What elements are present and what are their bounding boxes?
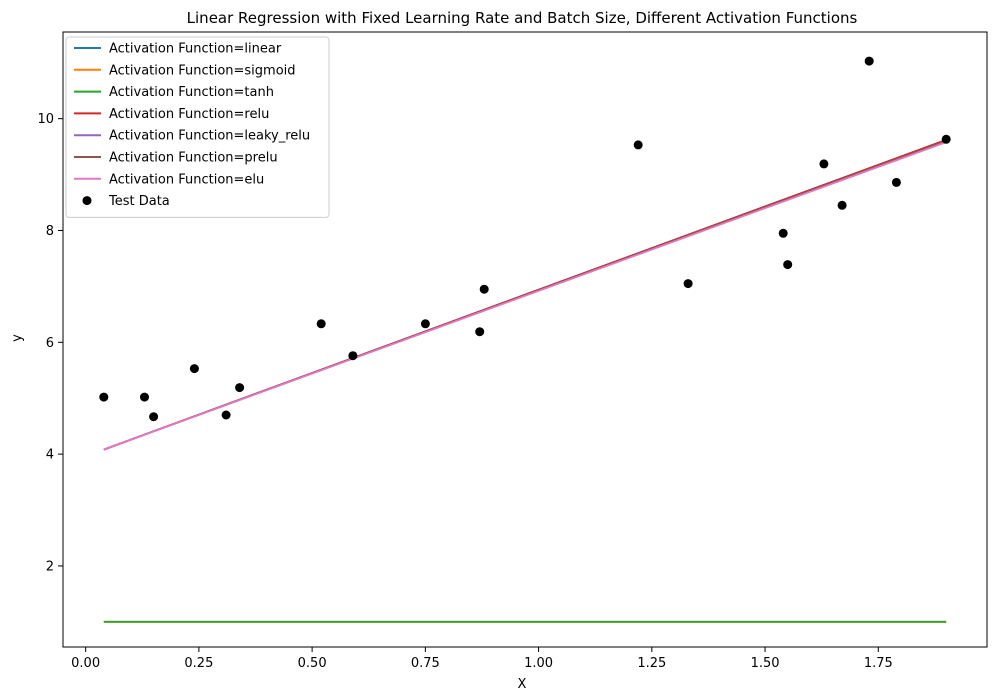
test-data-point [235,383,245,393]
axes-frame [62,31,988,648]
test-data-point [683,279,693,289]
y-tick-label: 8 [46,224,54,239]
test-data-point [479,284,489,294]
legend-label: Test Data [108,194,170,209]
test-data-point [189,364,199,374]
test-data-point [837,200,847,210]
x-tick-label: 1.75 [864,656,893,671]
axes-border [62,31,988,648]
test-data-point [221,410,231,420]
x-tick-label: 1.00 [524,656,553,671]
legend-label: Activation Function=elu [109,172,264,187]
y-tick-label: 6 [46,336,54,351]
legend-box [65,36,330,218]
test-data-point [99,392,109,402]
test-data-point [941,134,951,144]
x-tick-label: 1.25 [637,656,666,671]
test-data-point [783,260,793,270]
y-tick-label: 2 [46,559,54,574]
test-data-point [633,140,643,150]
legend-label: Activation Function=leaky_relu [109,129,310,144]
test-data-point [778,228,788,238]
test-data-point [475,327,485,337]
legend-label: Activation Function=relu [109,107,269,122]
x-tick-label: 0.75 [411,656,440,671]
y-axis-label: y [10,334,25,342]
test-data-point [420,319,430,329]
test-data-point [819,159,829,169]
chart-title: Linear Regression with Fixed Learning Ra… [187,9,858,27]
test-data-point [149,412,159,422]
x-tick-label: 0.00 [71,656,100,671]
legend-label: Activation Function=tanh [109,85,274,100]
plot-area [99,56,951,623]
legend-label: Activation Function=linear [109,42,282,57]
test-data-point [316,319,326,329]
test-data-point [891,177,901,187]
legend: Activation Function=linear Activation Fun… [65,36,330,218]
x-tick-label: 0.25 [184,656,213,671]
x-axis-label: X [518,677,527,692]
x-tick-label: 1.50 [751,656,780,671]
y-tick-label: 10 [37,112,54,127]
x-tick-label: 0.50 [298,656,327,671]
y-axis: 2 4 6 8 10 [37,112,63,574]
legend-label: Activation Function=sigmoid [109,63,296,78]
test-data-point [864,56,874,66]
test-data-point [348,351,358,361]
legend-marker [82,196,92,206]
y-tick-label: 4 [46,448,54,463]
x-axis: 0.00 0.25 0.50 0.75 1.00 1.25 1.50 1.75 [71,647,893,671]
test-data-point [140,392,149,402]
legend-label: Activation Function=prelu [109,151,278,166]
series-line-6 [103,141,947,451]
